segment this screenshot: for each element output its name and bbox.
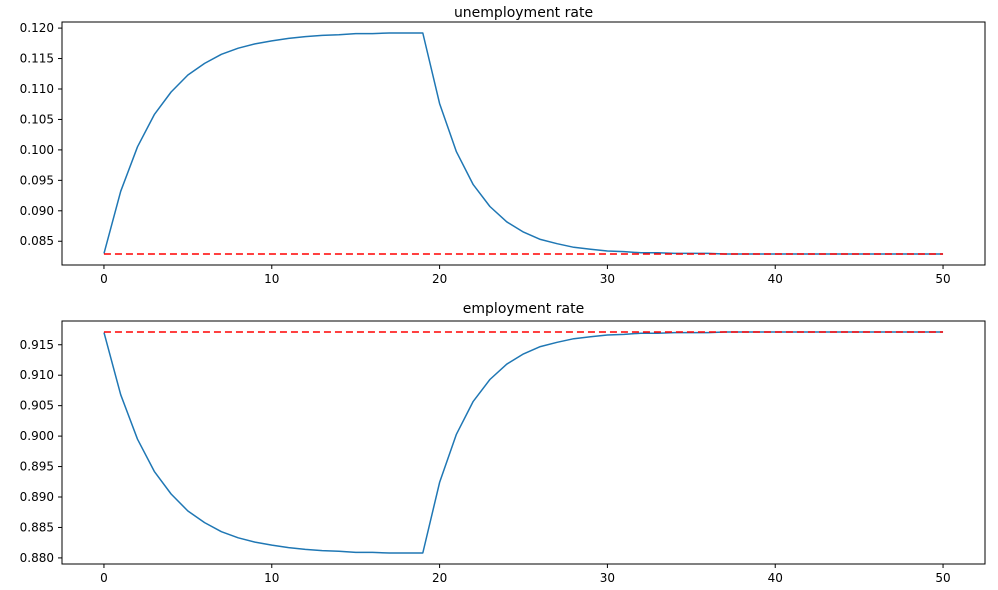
y-tick-label: 0.100 [20,143,54,157]
y-tick-label: 0.890 [20,490,54,504]
x-tick-label: 40 [768,272,783,286]
axes-frame [61,320,986,565]
y-tick-label: 0.905 [20,399,54,413]
y-tick-label: 0.115 [20,52,54,66]
x-tick-label: 20 [432,272,447,286]
y-tick-label: 0.105 [20,112,54,126]
y-tick-label: 0.910 [20,368,54,382]
subplot-employment: 0 10 20 30 40 50 0.880 0.885 0.890 0.895 0.900 0.90… [20,320,986,585]
employment-rate-path [103,331,943,554]
axes-frame [61,21,986,266]
y-tick-label: 0.895 [20,460,54,474]
y-tick-label: 0.110 [20,82,54,96]
y-tick-label: 0.085 [20,234,54,248]
chart-title-unemployment: unemployment rate [453,5,594,21]
x-tick-label: 30 [600,571,615,585]
y-tick-label: 0.900 [20,429,54,443]
y-tick-label: 0.880 [20,551,54,565]
x-tick-label: 10 [264,272,279,286]
x-tick-label: 20 [432,571,447,585]
unemployment-rate-path [103,32,943,255]
y-tick-label: 0.915 [20,338,54,352]
x-tick-label: 0 [100,272,108,286]
chart-title-employment: employment rate [462,301,585,317]
x-tick-label: 0 [100,571,108,585]
x-tick-label: 50 [935,571,950,585]
y-tick-label: 0.885 [20,520,54,534]
y-tick-label: 0.090 [20,204,54,218]
x-tick-label: 30 [600,272,615,286]
y-tick-label: 0.095 [20,173,54,187]
subplot-unemployment: 0 10 20 30 40 50 0.085 0.090 0.095 0.100 0.105 0.11… [20,21,986,286]
x-tick-label: 50 [935,272,950,286]
x-tick-label: 10 [264,571,279,585]
y-tick-label: 0.120 [20,21,54,35]
x-tick-label: 40 [768,571,783,585]
